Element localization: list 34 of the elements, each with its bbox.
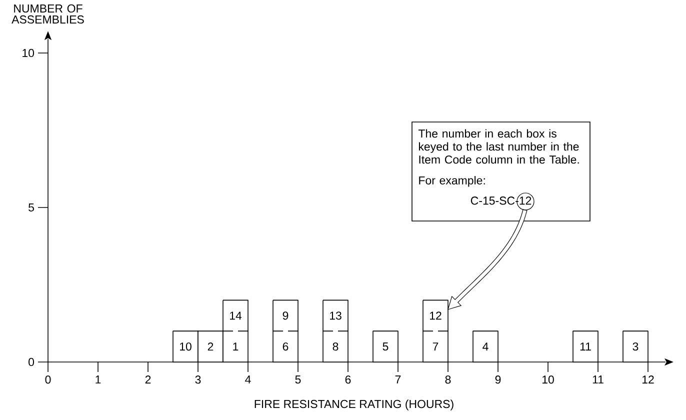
annotation: 10: [180, 342, 192, 351]
x-tick-label: 2: [145, 376, 151, 384]
annotation: 14: [230, 312, 242, 320]
x-tick-label: 10: [542, 376, 554, 384]
y-tick-label: 10: [22, 48, 34, 58]
x-tick-label: 9: [495, 376, 501, 384]
annotation: 13: [330, 312, 342, 320]
annotation: 1: [233, 342, 238, 350]
x-tick-label: 11: [592, 376, 604, 384]
annotation: 9: [282, 312, 288, 320]
annotation: 11: [580, 342, 591, 350]
x-tick-label: 5: [295, 376, 301, 384]
x-tick-label: 12: [642, 376, 654, 384]
annotation: 12: [430, 312, 442, 320]
y-tick-label: 5: [28, 203, 34, 212]
x-tick-label: 8: [445, 376, 451, 384]
annotation: 6: [282, 342, 288, 351]
annotation: 5: [382, 342, 388, 351]
annotation: 8: [332, 342, 338, 351]
annotation: The number in each box is keyed to the last number in the Item Code column in the Table.: [418, 129, 579, 164]
x-tick-label: 7: [395, 376, 401, 384]
x-tick-label: 1: [96, 376, 101, 384]
x-tick-label: 3: [195, 376, 201, 384]
y-tick-label: 0: [28, 358, 34, 366]
x-tick-label: 6: [345, 376, 351, 384]
annotation: 3: [632, 342, 638, 351]
x-axis-title: FIRE RESISTANCE RATING (HOURS): [254, 400, 454, 410]
x-tick-label: 0: [45, 376, 51, 384]
y-axis-title: NUMBER OF ASSEMBLIES: [12, 4, 84, 24]
annotation: 7: [432, 342, 438, 350]
annotation: 2: [208, 342, 214, 351]
x-tick-label: 4: [245, 376, 251, 384]
annotation: 4: [482, 342, 488, 350]
annotation: For example:: [419, 176, 485, 187]
